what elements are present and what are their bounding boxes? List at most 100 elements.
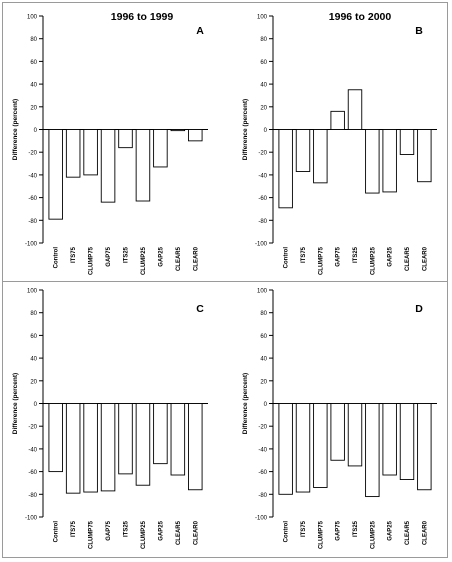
bar-its25 — [118, 403, 133, 475]
y-tick-label: 100 — [257, 289, 268, 295]
x-category-label: ITS25 — [124, 520, 130, 537]
bar-clump25 — [135, 129, 151, 202]
bar-clear0 — [188, 403, 203, 491]
bar-clear5 — [399, 129, 415, 155]
y-tick-label: -100 — [255, 242, 268, 248]
x-category-label: CLEAR0 — [422, 246, 428, 271]
x-category-label: CLEAR5 — [405, 246, 411, 271]
bar-its75 — [65, 403, 81, 494]
x-category-label: GAP25 — [158, 520, 164, 540]
x-category-label: Control — [54, 247, 60, 269]
panel-letter: B — [415, 25, 423, 37]
bar-clear0 — [188, 129, 203, 142]
bar-clear5 — [399, 403, 415, 480]
y-tick-label: -80 — [28, 219, 37, 225]
x-category-label: GAP75 — [106, 246, 112, 266]
x-category-label: CLEAR0 — [422, 520, 428, 545]
y-tick-label: 0 — [264, 402, 268, 408]
y-tick-label: -40 — [28, 447, 37, 453]
x-category-label: GAP75 — [336, 520, 342, 540]
x-category-label: ITS25 — [124, 246, 130, 263]
y-tick-label: -40 — [258, 173, 267, 179]
x-category-label: ITS25 — [353, 246, 359, 263]
panel-letter: A — [196, 25, 204, 37]
bar-clear5 — [170, 403, 186, 476]
chart-panel-a: -100 -80 -60 -40 -20 0 20 40 60 80 100 Difference (… — [12, 11, 208, 275]
row-divider — [3, 281, 447, 282]
x-category-label: ITS75 — [71, 246, 77, 263]
y-axis-label: Difference (percent) — [242, 99, 249, 160]
bar-clump75 — [313, 129, 328, 184]
y-tick-label: -40 — [258, 447, 267, 453]
bar-clump25 — [365, 129, 380, 194]
y-tick-label: 80 — [30, 311, 37, 317]
x-category-label: Control — [54, 521, 60, 543]
x-category-label: CLUMP25 — [141, 246, 147, 275]
bar-its75 — [295, 129, 311, 172]
bar-gap75 — [330, 110, 345, 130]
x-category-label: GAP75 — [106, 520, 112, 540]
x-category-label: GAP25 — [388, 246, 394, 266]
panel-letter: D — [415, 303, 423, 315]
x-category-label: CLUMP75 — [318, 520, 324, 549]
y-tick-label: 100 — [27, 15, 38, 21]
bar-clump75 — [313, 403, 328, 488]
bar-gap25 — [382, 403, 397, 476]
y-axis-label: Difference (percent) — [12, 373, 19, 434]
bar-clump75 — [83, 403, 98, 493]
bar-clump25 — [365, 403, 380, 498]
bar-gap25 — [382, 129, 397, 193]
y-tick-label: 60 — [260, 60, 267, 66]
y-axis-label: Difference (percent) — [12, 99, 19, 160]
panel-title: 1996 to 1999 — [111, 11, 174, 23]
x-category-label: CLEAR0 — [193, 246, 199, 271]
y-tick-label: 20 — [260, 105, 267, 111]
chart-panel-d: -100 -80 -60 -40 -20 0 20 40 60 80 100 Difference (… — [242, 289, 437, 549]
y-axis-label: Difference (percent) — [242, 373, 249, 434]
x-category-label: CLUMP25 — [141, 520, 147, 549]
x-category-label: CLUMP75 — [89, 520, 95, 549]
y-tick-label: 80 — [260, 311, 267, 317]
x-category-label: CLUMP75 — [318, 246, 324, 275]
bar-its25 — [118, 129, 133, 149]
y-tick-label: 0 — [264, 128, 268, 134]
x-category-label: ITS75 — [71, 520, 77, 537]
x-category-label: GAP75 — [336, 246, 342, 266]
bar-control — [278, 129, 293, 209]
bar-its75 — [65, 129, 81, 178]
y-tick-label: -40 — [28, 173, 37, 179]
y-tick-label: 40 — [260, 357, 267, 363]
y-tick-label: 100 — [257, 15, 268, 21]
x-category-label: ITS75 — [301, 246, 307, 263]
panel-letter: C — [196, 303, 204, 315]
y-tick-label: 0 — [34, 128, 38, 134]
y-tick-label: 0 — [34, 402, 38, 408]
x-category-label: CLEAR0 — [193, 520, 199, 545]
y-tick-label: 100 — [27, 289, 38, 295]
bar-clump75 — [83, 129, 98, 176]
chart-panel-b: -100 -80 -60 -40 -20 0 20 40 60 80 100 Difference (… — [242, 11, 437, 275]
x-category-label: CLUMP25 — [370, 520, 376, 549]
y-tick-label: -80 — [258, 493, 267, 499]
bar-control — [48, 129, 63, 220]
bar-gap75 — [100, 129, 116, 203]
figure-border — [2, 2, 448, 558]
y-tick-label: 40 — [30, 357, 37, 363]
x-category-label: CLEAR5 — [405, 520, 411, 545]
y-tick-label: -80 — [28, 493, 37, 499]
x-category-label: GAP25 — [158, 246, 164, 266]
y-tick-label: -100 — [25, 242, 38, 248]
x-category-label: CLEAR5 — [176, 520, 182, 545]
panel-title: 1996 to 2000 — [329, 11, 392, 23]
y-tick-label: 20 — [30, 105, 37, 111]
bar-control — [278, 403, 293, 495]
y-tick-label: 40 — [30, 83, 37, 89]
x-category-label: ITS25 — [353, 520, 359, 537]
y-tick-label: -20 — [28, 425, 37, 431]
y-tick-label: -20 — [258, 151, 267, 157]
bar-its25 — [347, 89, 363, 130]
bar-gap25 — [153, 403, 168, 465]
bar-control — [48, 403, 63, 473]
